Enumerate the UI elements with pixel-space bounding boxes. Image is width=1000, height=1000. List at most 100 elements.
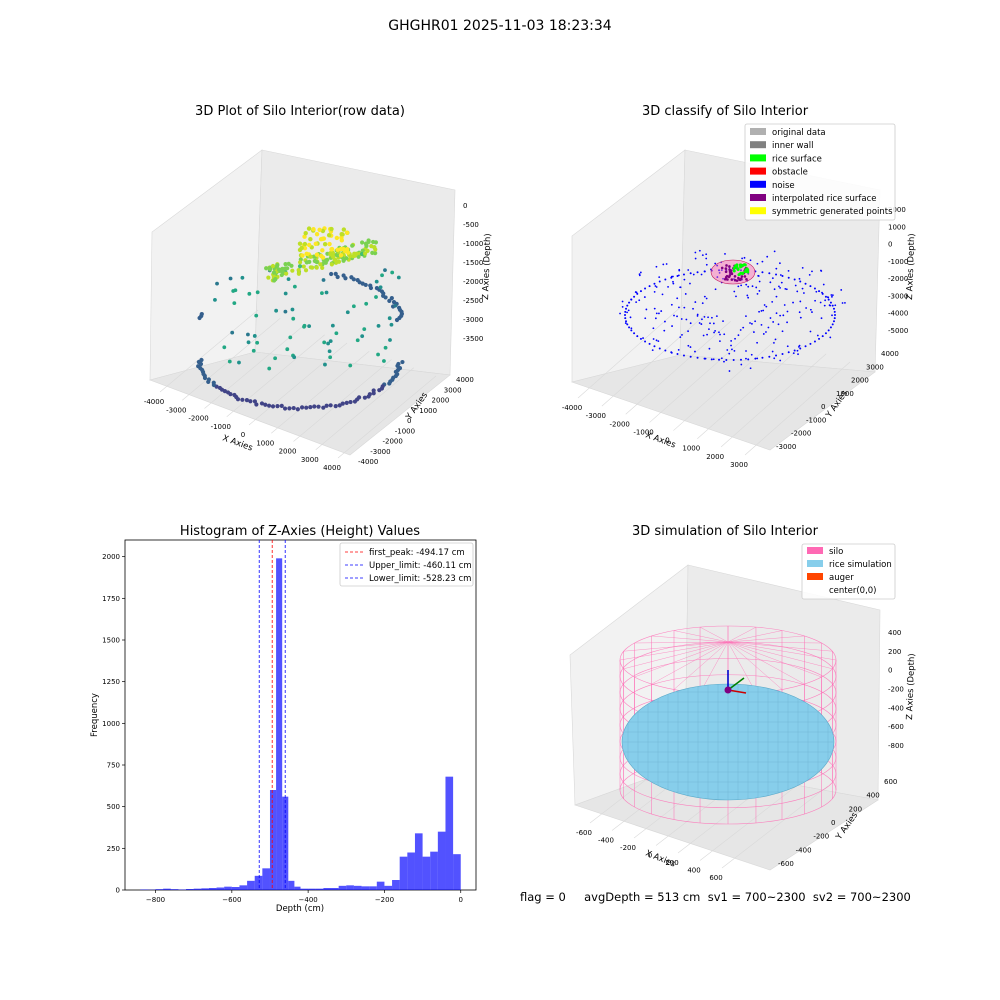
noise-point bbox=[801, 266, 804, 269]
raw-point bbox=[383, 345, 388, 350]
raw-point bbox=[372, 245, 377, 250]
legend-swatch bbox=[750, 167, 766, 175]
silo-roof-edge bbox=[727, 641, 822, 644]
noise-point bbox=[653, 345, 656, 348]
raw-point bbox=[328, 355, 333, 360]
simulation-x-tick: 600 bbox=[709, 874, 722, 882]
noise-point bbox=[751, 285, 754, 288]
noise-point bbox=[773, 357, 776, 360]
noise-point bbox=[766, 255, 769, 258]
noise-point bbox=[824, 295, 827, 298]
raw-point bbox=[328, 339, 333, 344]
raw-point bbox=[330, 254, 336, 259]
raw-point bbox=[374, 279, 379, 284]
histogram-bar bbox=[282, 796, 289, 890]
raw-point bbox=[330, 323, 335, 328]
y-tick-label: 1500 bbox=[102, 637, 120, 645]
interpolated-point bbox=[740, 275, 744, 278]
noise-point bbox=[761, 356, 764, 359]
histogram-axes-frame bbox=[124, 539, 477, 891]
x-tick-label: −600 bbox=[222, 896, 241, 904]
noise-point bbox=[833, 310, 836, 313]
raw-point bbox=[387, 298, 392, 304]
raw-point bbox=[303, 230, 308, 236]
simulation-z-tick: -800 bbox=[888, 742, 904, 750]
noise-point bbox=[630, 327, 633, 330]
noise-point bbox=[749, 367, 752, 370]
noise-point bbox=[733, 290, 736, 293]
classify-y-tick: 2000 bbox=[851, 377, 869, 385]
raw-point bbox=[387, 316, 392, 321]
silo-roof-edge bbox=[727, 641, 805, 685]
y-tick-label: 0 bbox=[116, 887, 120, 895]
raw-point bbox=[255, 290, 260, 295]
noise-point bbox=[653, 282, 656, 285]
noise-point bbox=[818, 337, 821, 340]
interpolated-point bbox=[725, 274, 729, 278]
raw-z-tick: -3000 bbox=[463, 316, 483, 324]
noise-point bbox=[830, 294, 833, 296]
simulation-y-tick: 200 bbox=[849, 805, 862, 813]
raw-point bbox=[360, 248, 365, 253]
noise-point bbox=[624, 310, 627, 313]
noise-point bbox=[773, 250, 776, 253]
noise-point bbox=[670, 276, 673, 279]
noise-point bbox=[716, 264, 719, 267]
raw-y-tick: -2000 bbox=[383, 438, 403, 446]
noise-point bbox=[665, 263, 668, 265]
noise-point bbox=[679, 336, 682, 339]
noise-point bbox=[692, 307, 694, 310]
raw-x-tick: 0 bbox=[241, 431, 245, 439]
interpolated-point bbox=[728, 265, 731, 268]
classify-grid-x bbox=[697, 345, 803, 439]
simulation-x-tick: -400 bbox=[598, 837, 614, 845]
classify-ticks: -4000-3000-2000-10000100020003000-3000-2… bbox=[562, 206, 909, 469]
y-tick-label: 2000 bbox=[102, 553, 120, 561]
noise-point bbox=[722, 277, 724, 280]
noise-point bbox=[771, 277, 774, 280]
histogram-y-label: Frequency bbox=[90, 693, 100, 737]
noise-point bbox=[703, 315, 706, 318]
noise-point bbox=[696, 315, 699, 317]
noise-point bbox=[700, 273, 703, 276]
noise-point bbox=[684, 293, 687, 295]
silo-roof-edge bbox=[727, 641, 783, 690]
raw-point bbox=[296, 268, 301, 273]
raw-point bbox=[328, 403, 333, 408]
classify-x-label: X Axies bbox=[644, 430, 677, 450]
legend-label: rice simulation bbox=[829, 560, 892, 570]
simulation-x-label: X Axies bbox=[644, 849, 677, 870]
raw-point bbox=[222, 345, 227, 350]
raw-point bbox=[302, 241, 308, 247]
noise-point bbox=[689, 282, 691, 285]
raw-z-tick: -2000 bbox=[463, 278, 483, 286]
noise-point bbox=[731, 348, 733, 351]
silo-roof-edge bbox=[727, 626, 757, 643]
legend-swatch bbox=[750, 207, 766, 215]
raw-point bbox=[297, 264, 303, 269]
raw-point bbox=[217, 385, 223, 391]
raw-point bbox=[292, 355, 297, 360]
raw-point bbox=[240, 275, 245, 280]
raw-point bbox=[297, 241, 303, 246]
noise-point bbox=[799, 316, 802, 319]
raw-z-tick: -3500 bbox=[463, 335, 483, 343]
noise-point bbox=[756, 262, 759, 265]
noise-point bbox=[818, 290, 821, 293]
raw-point bbox=[314, 265, 319, 270]
noise-point bbox=[773, 341, 775, 344]
noise-point bbox=[723, 360, 725, 363]
noise-point bbox=[768, 355, 771, 358]
raw-point bbox=[230, 330, 235, 335]
noise-point bbox=[718, 272, 721, 274]
raw-point bbox=[333, 403, 338, 409]
histogram-bar bbox=[346, 885, 354, 890]
noise-point bbox=[747, 285, 750, 288]
classify-z-tick: 1000 bbox=[888, 223, 906, 231]
raw-point bbox=[389, 296, 394, 301]
noise-point bbox=[768, 272, 771, 275]
noise-point bbox=[661, 293, 664, 296]
noise-point bbox=[740, 363, 743, 366]
noise-point bbox=[723, 333, 726, 336]
noise-point bbox=[678, 269, 681, 272]
